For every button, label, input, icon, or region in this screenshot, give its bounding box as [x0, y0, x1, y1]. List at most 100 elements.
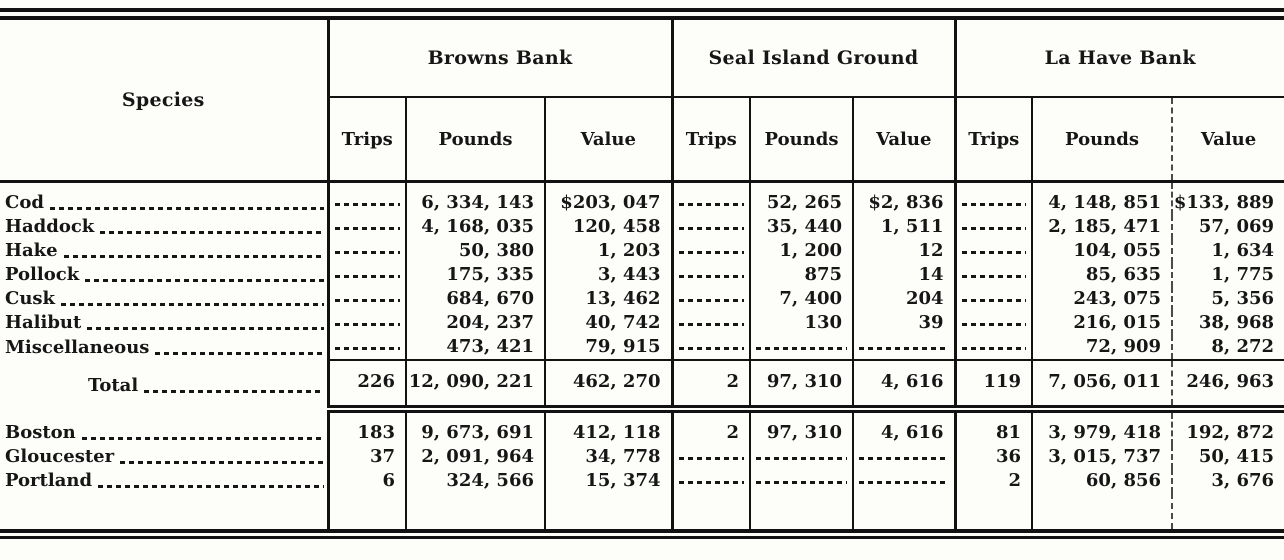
- col-header-value: Value: [852, 97, 956, 183]
- no-data-dashes: [678, 275, 745, 278]
- row-label-cell: Cusk: [0, 287, 328, 311]
- no-data-dashes: [334, 203, 400, 206]
- dot-leader: [120, 461, 324, 464]
- row-label: Haddock: [5, 216, 95, 237]
- row-label: Total: [88, 375, 139, 396]
- data-cell: 34, 778: [543, 445, 673, 469]
- col-header-trips: Trips: [670, 97, 751, 183]
- spacer-cell: [1031, 493, 1173, 529]
- species-column-header: Species: [0, 20, 328, 183]
- data-cell: [953, 287, 1033, 311]
- data-cell: 875: [749, 263, 854, 287]
- no-data-dashes: [678, 203, 745, 206]
- data-cell: 204: [852, 287, 956, 311]
- scanned-table-page: Species Browns Bank Seal Island Ground L…: [0, 8, 1284, 539]
- species-row: Hake 50, 380 1, 203 1, 200 12 104, 055 1, 634: [0, 239, 1284, 263]
- no-data-dashes: [961, 275, 1027, 278]
- data-cell: [852, 469, 956, 493]
- group-header-row: Species Browns Bank Seal Island Ground L…: [0, 20, 1284, 183]
- no-data-dashes: [678, 481, 745, 484]
- data-cell: 2: [670, 409, 751, 445]
- row-label-cell: Boston: [0, 409, 328, 445]
- spacer-cell: [1171, 493, 1284, 529]
- no-data-dashes: [678, 323, 745, 326]
- data-cell: 6, 334, 143: [405, 181, 545, 215]
- data-cell: [953, 311, 1033, 335]
- data-cell: 4, 148, 851: [1031, 181, 1173, 215]
- data-cell: 3, 676: [1171, 469, 1284, 493]
- data-cell: 97, 310: [749, 359, 854, 413]
- data-cell: [670, 445, 751, 469]
- data-cell: 104, 055: [1031, 239, 1173, 263]
- no-data-dashes: [334, 227, 400, 230]
- data-cell: [326, 263, 406, 287]
- data-cell: 12, 090, 221: [405, 359, 545, 413]
- data-cell: 1, 200: [749, 239, 854, 263]
- col-header-trips: Trips: [326, 97, 406, 183]
- row-label: Cusk: [5, 288, 56, 309]
- data-cell: 4, 616: [852, 409, 956, 445]
- data-cell: 97, 310: [749, 409, 854, 445]
- dot-leader: [100, 231, 324, 234]
- no-data-dashes: [334, 323, 400, 326]
- no-data-dashes: [961, 203, 1027, 206]
- no-data-dashes: [334, 275, 400, 278]
- data-cell: 7, 400: [749, 287, 854, 311]
- row-label-cell: Halibut: [0, 311, 328, 335]
- data-cell: [749, 469, 854, 493]
- row-label: Hake: [5, 240, 58, 261]
- data-cell: 60, 856: [1031, 469, 1173, 493]
- data-cell: 4, 168, 035: [405, 215, 545, 239]
- data-cell: 57, 069: [1171, 215, 1284, 239]
- spacer-cell: [543, 493, 673, 529]
- data-cell: [852, 445, 956, 469]
- data-cell: 462, 270: [543, 359, 673, 413]
- data-cell: 85, 635: [1031, 263, 1173, 287]
- data-cell: 119: [953, 359, 1033, 413]
- data-cell: $133, 889: [1171, 181, 1284, 215]
- data-cell: [953, 215, 1033, 239]
- species-row: Cod 6, 334, 143 $203, 047 52, 265 $2, 836 4, …: [0, 181, 1284, 215]
- data-cell: 9, 673, 691: [405, 409, 545, 445]
- total-row: Total 226 12, 090, 221 462, 270 2 97, 310 4, 6…: [0, 359, 1284, 413]
- dot-leader: [85, 279, 324, 282]
- spacer-cell: [749, 493, 854, 529]
- data-cell: [670, 215, 751, 239]
- row-label: Cod: [5, 192, 44, 213]
- spacer-cell: [326, 493, 406, 529]
- data-cell: 38, 968: [1171, 311, 1284, 335]
- data-cell: [953, 239, 1033, 263]
- spacer-cell: [670, 493, 751, 529]
- data-cell: 1, 775: [1171, 263, 1284, 287]
- row-label: Miscellaneous: [5, 337, 150, 358]
- data-cell: [670, 181, 751, 215]
- row-label-cell: Pollock: [0, 263, 328, 287]
- data-cell: [326, 181, 406, 215]
- data-cell: [953, 263, 1033, 287]
- dot-leader: [155, 352, 324, 355]
- data-cell: [326, 311, 406, 335]
- data-cell: 81: [953, 409, 1033, 445]
- data-cell: 3, 443: [543, 263, 673, 287]
- data-cell: 1, 634: [1171, 239, 1284, 263]
- species-row: Miscellaneous 473, 421 79, 915 72, 909 8, 27…: [0, 335, 1284, 360]
- data-cell: [852, 335, 956, 360]
- spacer-cell: [405, 493, 545, 529]
- data-cell: [326, 335, 406, 360]
- no-data-dashes: [678, 457, 745, 460]
- data-cell: [749, 335, 854, 360]
- dot-leader: [98, 485, 324, 488]
- data-cell: 72, 909: [1031, 335, 1173, 360]
- data-cell: $203, 047: [543, 181, 673, 215]
- no-data-dashes: [756, 481, 848, 484]
- data-cell: 120, 458: [543, 215, 673, 239]
- data-cell: 79, 915: [543, 335, 673, 360]
- data-cell: 3, 979, 418: [1031, 409, 1173, 445]
- data-cell: 8, 272: [1171, 335, 1284, 360]
- data-cell: 39: [852, 311, 956, 335]
- dot-leader: [49, 207, 324, 210]
- data-cell: 12: [852, 239, 956, 263]
- no-data-dashes: [859, 457, 949, 460]
- data-cell: 15, 374: [543, 469, 673, 493]
- spacer-cell: [852, 493, 956, 529]
